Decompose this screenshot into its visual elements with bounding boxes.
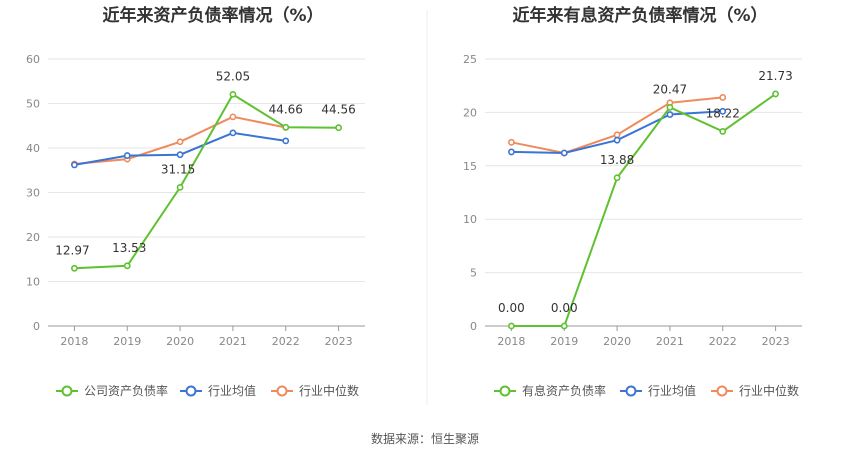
y-tick-label: 20 <box>463 106 477 119</box>
data-label: 0.00 <box>498 301 525 315</box>
data-point <box>282 123 290 131</box>
x-tick-label: 2022 <box>709 335 737 348</box>
data-label: 13.53 <box>112 241 146 255</box>
y-tick-label: 30 <box>26 187 40 200</box>
legend-item[interactable]: 公司资产负债率 <box>56 383 168 398</box>
x-tick-label: 2021 <box>656 335 684 348</box>
legend-marker <box>276 385 288 397</box>
y-tick-label: 0 <box>33 320 40 333</box>
y-tick-label: 60 <box>26 53 40 66</box>
y-tick-label: 25 <box>463 53 477 66</box>
legend-label: 公司资产负债率 <box>84 383 168 398</box>
y-tick-label: 20 <box>26 231 40 244</box>
data-point <box>229 90 237 98</box>
data-point <box>229 129 237 137</box>
data-point <box>123 262 131 270</box>
data-point <box>508 322 515 330</box>
x-tick-label: 2019 <box>550 335 578 348</box>
data-point <box>123 152 131 159</box>
data-label: 44.66 <box>269 102 303 116</box>
series-line <box>511 93 777 327</box>
series-line <box>74 93 339 270</box>
data-point <box>176 183 184 191</box>
data-label: 31.15 <box>161 162 195 176</box>
legend-item[interactable]: 行业均值 <box>180 383 256 398</box>
data-point <box>176 151 184 159</box>
y-tick-label: 10 <box>463 213 477 226</box>
y-tick-label: 5 <box>470 267 477 280</box>
x-tick-label: 2018 <box>497 335 525 348</box>
legend-item[interactable]: 行业均值 <box>620 383 696 398</box>
y-tick-label: 40 <box>26 142 40 155</box>
data-point <box>560 149 568 157</box>
legend-marker <box>185 385 197 397</box>
x-tick-label: 2023 <box>762 335 790 348</box>
source-note: 数据来源：恒生聚源 <box>371 431 479 446</box>
x-tick-label: 2018 <box>60 335 88 348</box>
data-point <box>666 103 674 111</box>
data-point <box>560 322 568 330</box>
data-label: 52.05 <box>216 69 250 83</box>
chart-title: 近年来资产负债率情况（%） <box>102 5 323 26</box>
x-tick-label: 2020 <box>603 335 631 348</box>
data-point <box>282 137 290 145</box>
x-tick-label: 2019 <box>113 335 141 348</box>
data-label: 21.73 <box>758 69 792 83</box>
data-label: 20.47 <box>653 82 687 96</box>
data-point <box>613 131 621 139</box>
legend-marker <box>499 385 511 397</box>
data-point <box>719 94 727 101</box>
data-point <box>666 111 674 118</box>
data-point <box>508 138 515 146</box>
legend-label: 行业均值 <box>648 383 696 398</box>
legend-item[interactable]: 行业中位数 <box>271 383 359 398</box>
y-tick-label: 50 <box>26 98 40 111</box>
x-tick-label: 2022 <box>272 335 300 348</box>
chart-debt-ratio: 近年来资产负债率情况（%） 0 10 20 30 40 50 60 2018 2019 2020 20… <box>26 5 365 398</box>
y-tick-label: 10 <box>26 276 40 289</box>
legend-item[interactable]: 有息资产负债率 <box>494 383 606 398</box>
data-label: 0.00 <box>551 301 578 315</box>
legend-marker <box>61 385 73 397</box>
data-point <box>71 264 78 272</box>
data-point <box>229 113 237 121</box>
data-label: 13.88 <box>600 153 634 167</box>
data-point <box>772 90 779 98</box>
legend-label: 有息资产负债率 <box>522 383 606 398</box>
data-point <box>719 128 727 135</box>
x-tick-label: 2023 <box>325 335 353 348</box>
x-tick-label: 2020 <box>166 335 194 348</box>
legend-label: 行业中位数 <box>739 383 799 398</box>
data-label: 12.97 <box>55 243 89 257</box>
legend-label: 行业中位数 <box>299 383 359 398</box>
x-tick-label: 2021 <box>219 335 247 348</box>
series-line <box>74 131 286 166</box>
y-tick-label: 15 <box>463 160 477 173</box>
data-point <box>71 161 78 169</box>
data-label: 18.22 <box>706 106 740 120</box>
chart-title: 近年来有息资产负债率情况（%） <box>512 5 767 26</box>
data-point <box>613 174 621 182</box>
data-label: 44.56 <box>321 103 355 117</box>
legend-item[interactable]: 行业中位数 <box>711 383 799 398</box>
y-tick-label: 0 <box>470 320 477 333</box>
data-point <box>508 148 515 156</box>
data-point <box>335 124 342 132</box>
chart-interest-bearing-debt-ratio: 近年来有息资产负债率情况（%） 0 5 10 15 20 25 2018 2019 2020 202… <box>463 5 802 398</box>
legend-marker <box>625 385 637 397</box>
legend-marker <box>716 385 728 397</box>
data-point <box>719 107 727 115</box>
series-line <box>511 96 723 155</box>
data-point <box>176 138 184 146</box>
legend-label: 行业均值 <box>208 383 256 398</box>
data-point <box>613 136 621 144</box>
